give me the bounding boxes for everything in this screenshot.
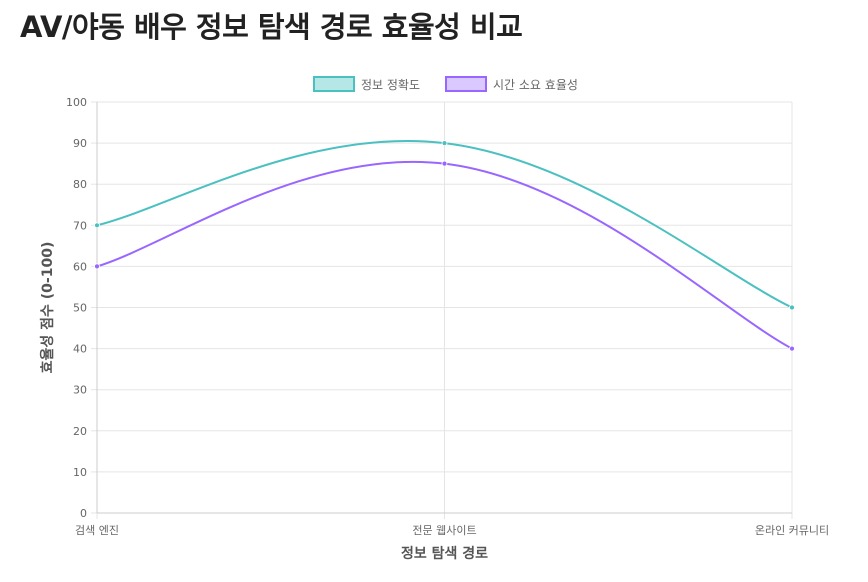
data-points xyxy=(94,140,795,352)
legend-label: 시간 소요 효율성 xyxy=(493,78,578,92)
y-tick-label: 50 xyxy=(73,302,87,315)
data-point-1-1[interactable] xyxy=(94,222,100,229)
x-tick-label: 전문 웹사이트 xyxy=(412,524,476,537)
page-title: AV/야동 배우 정보 탐색 경로 효율성 비교 xyxy=(20,10,523,44)
y-tick-label: 20 xyxy=(73,425,87,438)
y-tick-label: 80 xyxy=(73,178,87,191)
y-tick-label: 70 xyxy=(73,219,87,232)
y-tick-label: 30 xyxy=(73,384,87,397)
data-point-2-2[interactable] xyxy=(441,160,448,167)
axes: 0 10 20 30 40 50 60 70 80 90 100 검색 엔진 전문 웹사이트 온라인 커뮤… xyxy=(66,96,829,537)
x-tick-label: 검색 엔진 xyxy=(75,524,119,537)
legend-item-1[interactable]: 정보 정확도 xyxy=(313,76,420,92)
y-tick-label: 10 xyxy=(73,466,87,479)
legend-swatch xyxy=(313,76,355,92)
y-axis-title: 효율성 점수 (0-100) xyxy=(39,242,56,374)
x-axis-title: 정보 탐색 경로 xyxy=(401,545,488,562)
x-tick-label: 온라인 커뮤니티 xyxy=(755,524,829,537)
y-tick-label: 100 xyxy=(66,96,87,109)
legend[interactable]: 정보 정확도 시간 소요 효율성 xyxy=(313,76,578,92)
legend-item-2[interactable]: 시간 소요 효율성 xyxy=(445,76,578,92)
y-tick-label: 90 xyxy=(73,137,87,150)
legend-label: 정보 정확도 xyxy=(361,78,420,92)
legend-swatch xyxy=(445,76,487,92)
data-point-1-2[interactable] xyxy=(441,140,448,147)
data-point-2-1[interactable] xyxy=(94,263,100,270)
data-point-1-3[interactable] xyxy=(789,304,795,311)
data-point-2-3[interactable] xyxy=(789,345,795,352)
y-tick-label: 40 xyxy=(73,343,87,356)
y-tick-label: 60 xyxy=(73,260,87,273)
y-tick-label: 0 xyxy=(80,507,87,520)
